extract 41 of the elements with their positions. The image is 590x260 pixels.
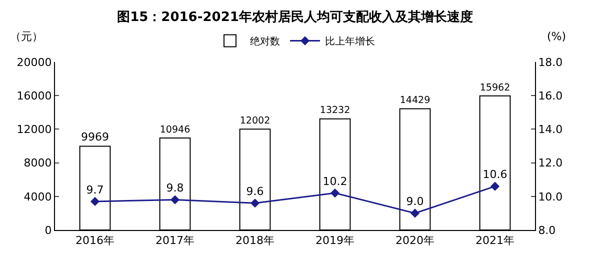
y-tick-label: 8000	[24, 156, 52, 170]
x-tick-label: 2018年	[236, 234, 274, 248]
data-label: 12002	[240, 116, 270, 127]
data-label: 9.0	[406, 195, 424, 208]
y-tick-label: 16000	[16, 89, 52, 102]
legend-label: 绝对数	[250, 36, 280, 48]
data-label: 10.6	[482, 168, 508, 182]
y-axis-title: （元）	[10, 30, 43, 43]
x-tick-label: 2021年	[476, 234, 514, 248]
y2-tick-label: 12.0	[538, 156, 563, 170]
x-tick-label: 2019年	[316, 234, 354, 248]
y-tick-label: 12000	[16, 123, 52, 136]
point	[170, 195, 180, 204]
data-label: 10.2	[322, 174, 348, 188]
x-tick-label: 2016年	[76, 234, 114, 248]
point	[250, 198, 260, 208]
point	[490, 182, 500, 191]
y-tick-label: 4000	[24, 190, 52, 204]
y2-tick-label: 8.0	[538, 224, 556, 237]
point	[410, 208, 420, 218]
y-tick-label: 0	[44, 224, 52, 237]
point	[90, 196, 100, 206]
data-label: 13232	[320, 105, 350, 116]
y2-tick-label: 18.0	[538, 56, 563, 69]
y2-tick-label: 14.0	[538, 123, 563, 136]
y-tick-label: 20000	[16, 56, 52, 69]
point	[330, 188, 340, 198]
x-tick-label: 2017年	[156, 234, 194, 248]
data-label: 9.7	[86, 183, 104, 196]
data-label: 9969	[81, 130, 109, 144]
data-label: 14429	[400, 95, 430, 106]
data-label: 9.8	[166, 182, 184, 195]
x-tick-label: 2020年	[396, 234, 434, 248]
y2-tick-label: 10.0	[538, 190, 563, 204]
data-label: 9.6	[246, 184, 264, 198]
chart-title: 图15：2016-2021年农村居民人均可支配收入及其增长速度	[117, 8, 473, 25]
y2-tick-label: 16.0	[538, 89, 563, 102]
y2-axis-title: (%)	[547, 30, 566, 43]
data-label: 15962	[480, 82, 510, 94]
data-label: 10946	[160, 124, 190, 136]
legend-label: 比上年增长	[325, 36, 375, 48]
